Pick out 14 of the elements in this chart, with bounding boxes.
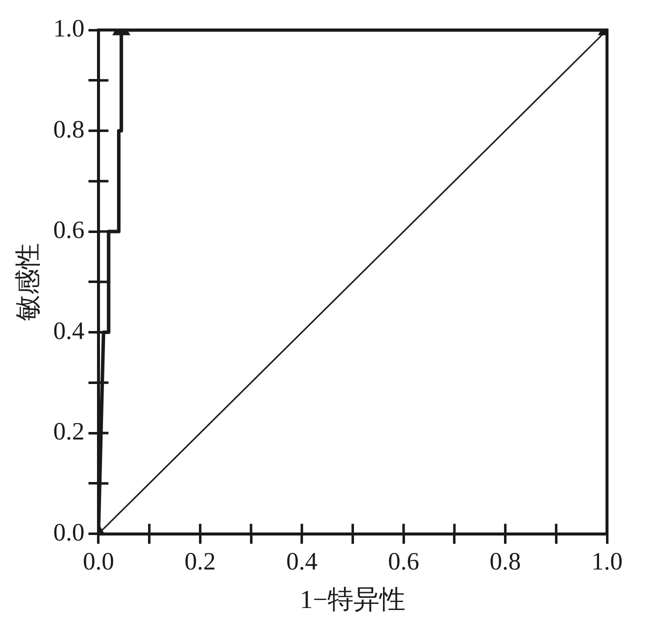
y-tick-label: 0.2 [53,418,84,446]
y-tick-label: 0.8 [53,116,84,144]
y-tick-label: 1.0 [53,16,84,43]
x-axis-title: 1−特异性 [300,585,406,614]
x-tick-label: 1.0 [591,548,623,576]
y-axis-title: 敏感性 [13,242,42,321]
x-tick-label: 0.4 [286,548,318,576]
x-tick-label: 0.0 [82,548,114,576]
x-tick-label: 0.2 [184,548,216,576]
y-tick-label: 0.0 [53,519,84,546]
y-tick-label: 0.6 [53,217,84,244]
y-tick-label: 0.4 [53,318,85,345]
x-tick-label: 0.8 [490,548,521,576]
x-tick-label: 0.6 [388,548,420,576]
